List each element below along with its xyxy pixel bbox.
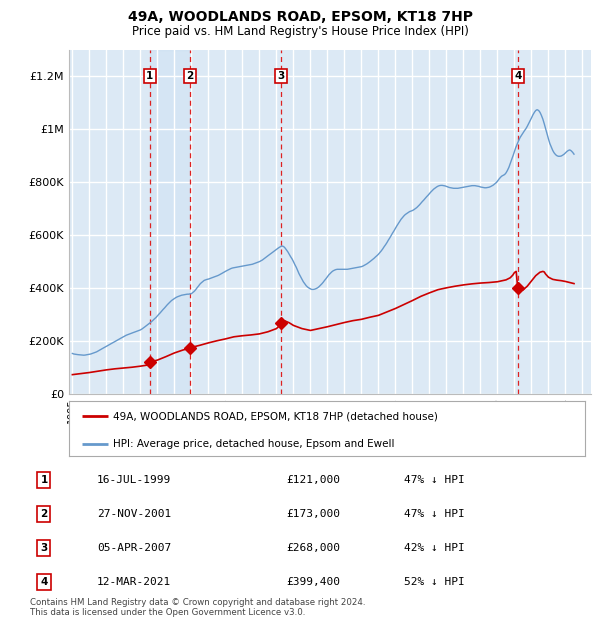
Text: 47% ↓ HPI: 47% ↓ HPI: [404, 509, 464, 519]
Text: 2: 2: [40, 509, 47, 519]
Bar: [149, 50, 190, 394]
Text: 05-APR-2007: 05-APR-2007: [97, 543, 171, 553]
Text: 52% ↓ HPI: 52% ↓ HPI: [404, 577, 464, 587]
Text: Price paid vs. HM Land Registry's House Price Index (HPI): Price paid vs. HM Land Registry's House …: [131, 25, 469, 38]
Text: 3: 3: [40, 543, 47, 553]
Text: 27-NOV-2001: 27-NOV-2001: [97, 509, 171, 519]
Text: £268,000: £268,000: [287, 543, 341, 553]
Text: 1: 1: [146, 71, 153, 81]
Text: £173,000: £173,000: [287, 509, 341, 519]
Text: 16-JUL-1999: 16-JUL-1999: [97, 476, 171, 485]
Text: HPI: Average price, detached house, Epsom and Ewell: HPI: Average price, detached house, Epso…: [113, 439, 394, 449]
Text: £121,000: £121,000: [287, 476, 341, 485]
Text: 4: 4: [40, 577, 47, 587]
Text: 42% ↓ HPI: 42% ↓ HPI: [404, 543, 464, 553]
Text: 47% ↓ HPI: 47% ↓ HPI: [404, 476, 464, 485]
Text: 49A, WOODLANDS ROAD, EPSOM, KT18 7HP (detached house): 49A, WOODLANDS ROAD, EPSOM, KT18 7HP (de…: [113, 412, 438, 422]
Text: 3: 3: [277, 71, 284, 81]
Bar: [281, 50, 518, 394]
Text: 1: 1: [40, 476, 47, 485]
Text: Contains HM Land Registry data © Crown copyright and database right 2024.
This d: Contains HM Land Registry data © Crown c…: [30, 598, 365, 617]
Text: £399,400: £399,400: [287, 577, 341, 587]
Text: 12-MAR-2021: 12-MAR-2021: [97, 577, 171, 587]
Text: 4: 4: [514, 71, 521, 81]
Text: 49A, WOODLANDS ROAD, EPSOM, KT18 7HP: 49A, WOODLANDS ROAD, EPSOM, KT18 7HP: [128, 10, 473, 24]
Text: 2: 2: [186, 71, 193, 81]
